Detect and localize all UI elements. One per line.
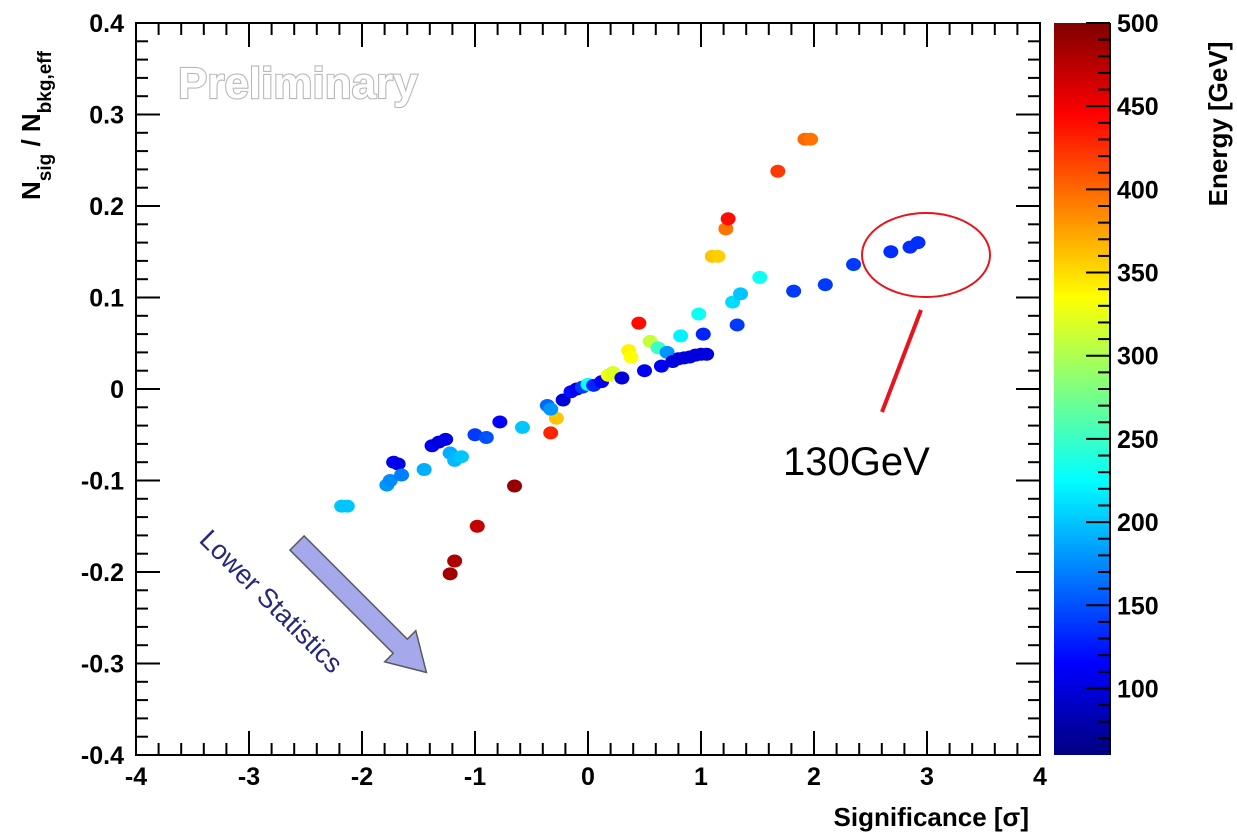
- colorbar-tick-label: 450: [1117, 93, 1159, 121]
- data-points: [334, 132, 926, 581]
- data-point: [786, 284, 802, 298]
- data-point: [817, 278, 833, 292]
- data-point: [623, 350, 639, 364]
- colorbar-tick-label: 300: [1117, 343, 1159, 371]
- preliminary-watermark: Preliminary: [178, 59, 418, 108]
- highlight-circle: [861, 212, 991, 298]
- colorbar-tick-label: 500: [1117, 10, 1159, 38]
- y-tick-label: -0.3: [81, 651, 124, 679]
- y-axis-title: Nsig / Nbkg,eff: [16, 50, 56, 200]
- data-point: [453, 450, 469, 464]
- data-point: [492, 415, 508, 429]
- y-tick-label: 0.3: [89, 102, 124, 130]
- x-tick-label: 0: [581, 763, 595, 791]
- data-point: [447, 554, 463, 568]
- data-point: [543, 426, 559, 440]
- data-point: [846, 258, 862, 272]
- colorbar: 100 150 200 250 300 350 400 450 500: [1054, 10, 1159, 755]
- data-point: [803, 132, 819, 146]
- data-point: [733, 287, 749, 301]
- x-axis-title: Significance [σ]: [834, 802, 1029, 832]
- data-point: [910, 236, 926, 250]
- x-tick-label: -3: [238, 763, 260, 791]
- data-point: [631, 316, 647, 330]
- data-point: [770, 164, 786, 178]
- data-point: [653, 359, 669, 373]
- data-point: [637, 364, 652, 378]
- x-tick-label: 4: [1033, 763, 1047, 791]
- y-tick-label: 0.2: [89, 193, 124, 221]
- data-point: [718, 222, 734, 236]
- data-point: [691, 307, 707, 321]
- colorbar-tick-label: 350: [1117, 260, 1159, 288]
- y-tick-label: 0: [110, 376, 124, 404]
- data-point: [543, 402, 559, 416]
- highlight-pointer-line: [880, 309, 923, 413]
- data-point: [390, 457, 406, 471]
- data-point: [467, 428, 483, 442]
- y-tick-label: -0.4: [81, 742, 124, 770]
- data-point: [382, 474, 398, 487]
- data-point: [478, 430, 494, 444]
- colorbar-tick-label: 250: [1117, 426, 1159, 454]
- x-tick-label: 2: [807, 763, 821, 791]
- data-point: [673, 329, 689, 343]
- x-tick-label: -1: [464, 763, 486, 791]
- x-tick-label: 1: [694, 763, 708, 791]
- data-point: [416, 463, 432, 477]
- data-point: [438, 432, 454, 446]
- data-point: [514, 420, 530, 434]
- data-point: [720, 212, 736, 226]
- data-point: [699, 347, 715, 361]
- data-point: [394, 468, 410, 482]
- data-point: [710, 249, 726, 263]
- colorbar-tick-label: 150: [1117, 592, 1159, 620]
- data-point: [507, 479, 523, 493]
- colorbar-title: Energy [GeV]: [1203, 42, 1233, 207]
- colorbar-tick-label: 100: [1117, 675, 1159, 703]
- data-point: [442, 567, 458, 581]
- data-point: [729, 318, 745, 332]
- lower-statistics-arrow: [288, 534, 428, 674]
- y-tick-label: 0.4: [89, 10, 124, 38]
- axis-ticks: [135, 22, 1041, 756]
- y-tick-labels: -0.4 -0.3 -0.2 -0.1 0 0.1 0.2 0.3 0.4: [81, 10, 124, 770]
- data-point: [695, 327, 711, 341]
- data-point: [469, 519, 485, 533]
- data-point: [883, 245, 899, 259]
- y-tick-label: -0.1: [81, 468, 124, 496]
- x-tick-label: -2: [351, 763, 373, 791]
- colorbar-tick-label: 200: [1117, 509, 1159, 537]
- data-point: [614, 371, 630, 385]
- x-tick-label: -4: [125, 763, 147, 791]
- data-point: [752, 270, 768, 284]
- data-point: [339, 499, 355, 513]
- energy-130gev-label: 130GeV: [783, 440, 930, 484]
- x-tick-labels: -4 -3 -2 -1 0 1 2 3 4: [125, 763, 1047, 791]
- colorbar-tick-label: 400: [1117, 176, 1159, 204]
- x-tick-label: 3: [920, 763, 934, 791]
- y-tick-label: -0.2: [81, 559, 124, 587]
- y-tick-label: 0.1: [89, 285, 124, 313]
